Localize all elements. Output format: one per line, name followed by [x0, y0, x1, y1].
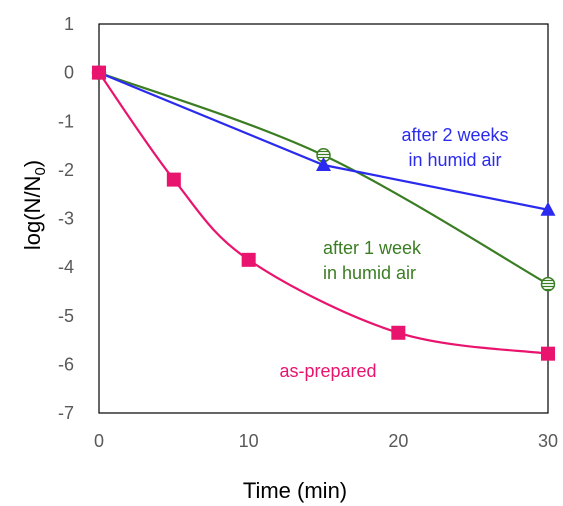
data-point-as-prepared — [166, 172, 181, 187]
data-point-as-prepared — [541, 346, 555, 361]
annotation-two-weeks: after 2 weeks — [401, 125, 508, 145]
data-point-as-prepared — [391, 325, 406, 340]
annotations: after 2 weeks in humid air after 1 week in … — [279, 125, 508, 381]
data-point-as-prepared — [241, 252, 256, 267]
annotation-one-week: in humid air — [323, 263, 416, 283]
data-point-two-weeks — [540, 201, 556, 216]
y-tick-label: -1 — [58, 111, 74, 131]
plot-area — [98, 23, 549, 414]
y-tick-label: -3 — [58, 209, 74, 229]
annotation-two-weeks: in humid air — [408, 150, 501, 170]
y-tick-label: -5 — [58, 306, 74, 326]
series-lines — [98, 71, 549, 355]
data-point-one-week — [540, 276, 556, 292]
x-tick-label: 20 — [388, 431, 408, 451]
y-tick-label: -7 — [58, 403, 74, 423]
x-axis-title: Time (min) — [243, 478, 347, 503]
series-line-as-prepared — [98, 71, 549, 355]
x-axis-ticks: 0 10 20 30 — [94, 431, 558, 451]
y-tick-label: 1 — [64, 14, 74, 34]
y-axis-title: log(N/N0) — [20, 160, 49, 250]
y-tick-label: -2 — [58, 160, 74, 180]
annotation-one-week: after 1 week — [323, 238, 422, 258]
x-tick-label: 10 — [239, 431, 259, 451]
y-axis-title-subscript: 0 — [32, 167, 49, 175]
y-tick-label: -4 — [58, 257, 74, 277]
y-tick-label: -6 — [58, 354, 74, 374]
y-axis-title-main: log(N/N — [20, 176, 45, 251]
data-point-as-prepared — [92, 65, 106, 80]
data-point-two-weeks — [316, 157, 331, 172]
y-tick-label: 0 — [64, 63, 74, 83]
y-axis-title-tail: ) — [20, 160, 45, 167]
x-tick-label: 30 — [538, 431, 558, 451]
x-tick-label: 0 — [94, 431, 104, 451]
annotation-as-prepared: as-prepared — [279, 361, 376, 381]
series-markers — [91, 64, 556, 361]
y-axis-ticks: 1 0 -1 -2 -3 -4 -5 -6 -7 — [58, 14, 74, 423]
